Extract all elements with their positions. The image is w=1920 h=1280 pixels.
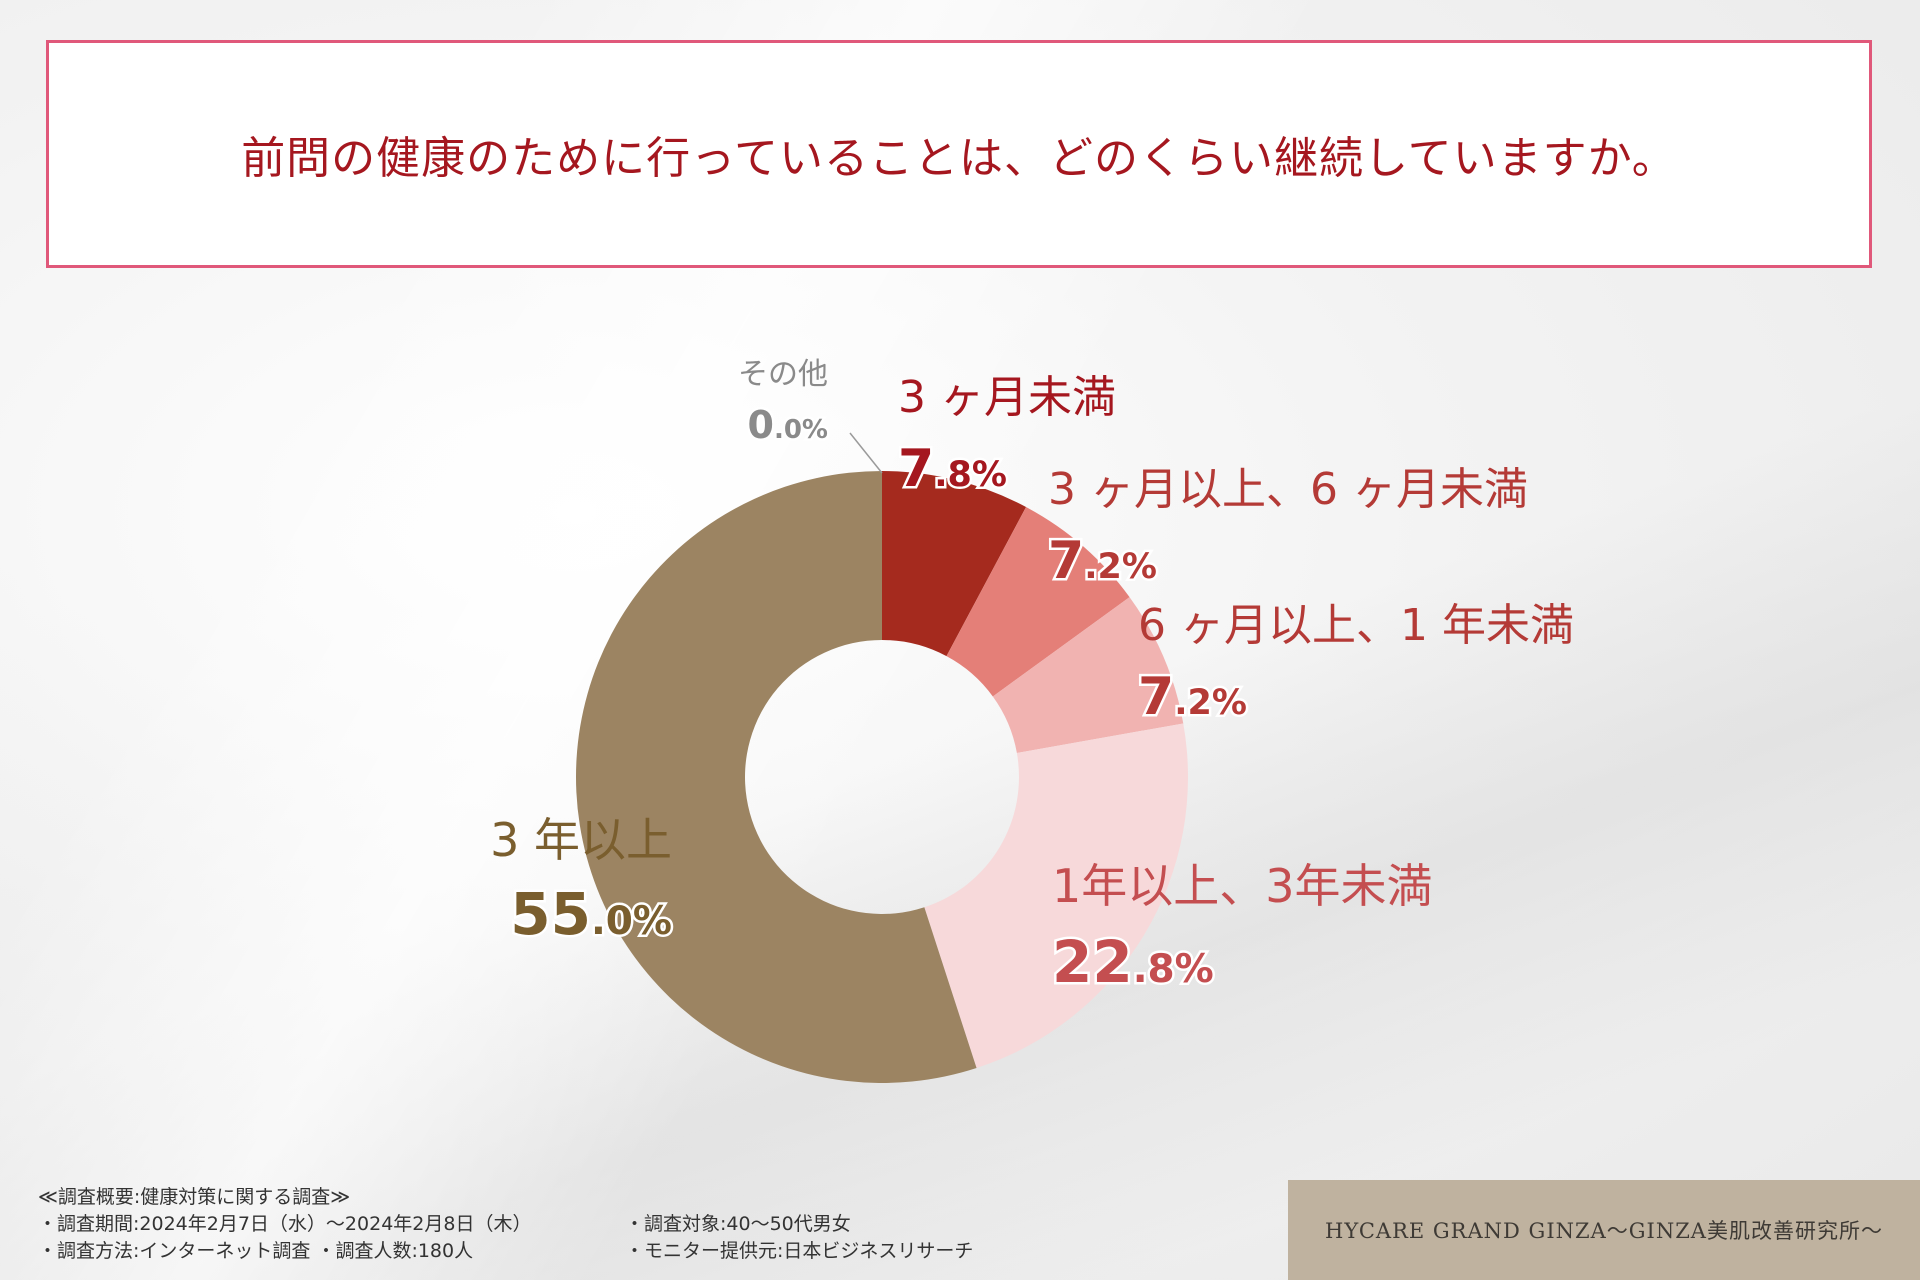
slice-value-1: 7.2% [1048, 531, 1157, 591]
slice-value-5: 0.0% [748, 403, 828, 447]
pie-slice-0 [882, 471, 1027, 657]
slice-value-dec-1: .2% [1084, 547, 1157, 587]
survey-heading: ≪調査概要:健康対策に関する調査≫ [38, 1186, 351, 1208]
survey-period: ・調査期間:2024年2月7日（水）〜2024年2月8日（木） [38, 1213, 532, 1235]
leader-line-other [849, 432, 883, 474]
slice-value-int-5: 0 [748, 403, 774, 447]
slice-value-int-3: 22 [1052, 928, 1133, 996]
chart-title: 前問の健康のために行っていることは、どのくらい継続していますか。 [241, 133, 1677, 184]
slice-label-5: その他 [738, 357, 828, 392]
slice-value-4: 55.0% [510, 880, 672, 948]
pie-slice-2 [992, 597, 1184, 754]
slice-value-dec-3: .8% [1133, 947, 1214, 992]
slice-value-dec-4: .0% [591, 899, 672, 944]
slice-value-dec-2: .2% [1174, 683, 1247, 723]
pie-slice-3 [924, 723, 1188, 1069]
title-box: 前問の健康のために行っていることは、どのくらい継続していますか。 [46, 40, 1872, 268]
slice-value-2: 7.2% [1138, 667, 1247, 727]
slice-value-dec-0: .8% [934, 455, 1007, 495]
survey-method: ・調査方法:インターネット調査 ・調査人数:180人 [38, 1240, 474, 1262]
slice-value-int-4: 55 [510, 880, 591, 948]
brand-banner: HYCARE GRAND GINZA〜GINZA美肌改善研究所〜 [1288, 1180, 1920, 1280]
slice-label-2: 6 ヶ月以上、1 年未満 [1138, 600, 1574, 651]
slice-value-0: 7.8% [898, 439, 1007, 499]
pie-slice-1 [946, 507, 1130, 697]
slice-value-3: 22.8% [1052, 928, 1214, 996]
slice-label-1: 3 ヶ月以上、6 ヶ月未満 [1048, 464, 1528, 515]
survey-target: ・調査対象:40〜50代男女 [625, 1213, 851, 1235]
slice-value-int-1: 7 [1048, 531, 1084, 591]
slice-label-4: 3 年以上 [490, 813, 672, 867]
slice-value-dec-5: .0% [774, 415, 828, 445]
survey-provider: ・モニター提供元:日本ビジネスリサーチ [625, 1240, 974, 1262]
slice-label-3: 1年以上、3年未満 [1052, 859, 1433, 913]
slice-value-int-0: 7 [898, 439, 934, 499]
pie-slice-4 [576, 471, 977, 1084]
slice-label-0: 3 ヶ月未満 [898, 372, 1116, 423]
brand-text: HYCARE GRAND GINZA〜GINZA美肌改善研究所〜 [1325, 1219, 1883, 1243]
slice-value-int-2: 7 [1138, 667, 1174, 727]
